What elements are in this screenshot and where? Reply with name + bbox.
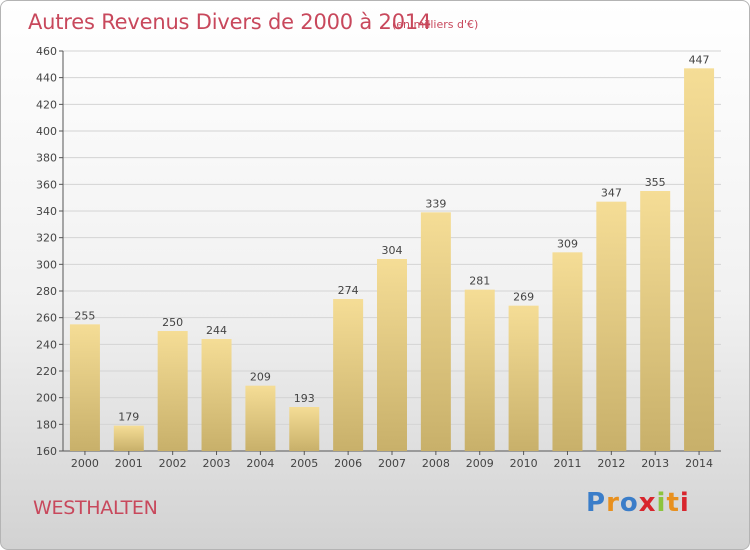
logo-letter: P bbox=[586, 488, 607, 518]
x-tick-label: 2001 bbox=[115, 457, 143, 470]
x-tick-label: 2013 bbox=[641, 457, 669, 470]
data-label: 309 bbox=[557, 237, 578, 250]
x-tick-label: 2014 bbox=[685, 457, 713, 470]
data-label: 269 bbox=[513, 291, 534, 304]
y-tick-label: 280 bbox=[36, 285, 57, 298]
bar-2006 bbox=[333, 299, 364, 451]
bar-2012 bbox=[596, 201, 627, 451]
logo-letter: i bbox=[656, 488, 667, 518]
y-tick-label: 200 bbox=[36, 392, 57, 405]
logo-letter: o bbox=[619, 488, 639, 518]
bar-2007 bbox=[377, 259, 407, 451]
y-tick-label: 360 bbox=[36, 178, 57, 191]
data-label: 347 bbox=[601, 187, 622, 200]
y-tick-label: 420 bbox=[36, 98, 57, 111]
logo-letter: i bbox=[679, 488, 690, 518]
bar-2008 bbox=[420, 212, 451, 451]
data-label: 447 bbox=[689, 53, 710, 66]
bar-2013 bbox=[640, 191, 671, 451]
y-tick-label: 160 bbox=[36, 445, 57, 458]
logo-letter: t bbox=[666, 488, 680, 518]
x-tick-label: 2009 bbox=[466, 457, 494, 470]
x-tick-label: 2007 bbox=[378, 457, 406, 470]
data-label: 255 bbox=[74, 309, 95, 322]
bar-2001 bbox=[113, 425, 144, 451]
y-tick-label: 300 bbox=[36, 258, 57, 271]
logo-letter: x bbox=[638, 488, 657, 518]
data-label: 193 bbox=[294, 392, 315, 405]
x-tick-label: 2003 bbox=[203, 457, 231, 470]
x-tick-label: 2012 bbox=[597, 457, 625, 470]
y-tick-label: 260 bbox=[36, 312, 57, 325]
bar-2002 bbox=[157, 331, 188, 451]
y-tick-label: 240 bbox=[36, 338, 57, 351]
x-tick-label: 2010 bbox=[510, 457, 538, 470]
y-tick-label: 340 bbox=[36, 205, 57, 218]
data-label: 179 bbox=[118, 411, 139, 424]
x-tick-label: 2002 bbox=[159, 457, 187, 470]
x-tick-label: 2004 bbox=[246, 457, 274, 470]
bar-2005 bbox=[289, 407, 320, 451]
y-tick-label: 320 bbox=[36, 232, 57, 245]
data-label: 281 bbox=[469, 275, 490, 288]
bar-2011 bbox=[552, 252, 583, 451]
logo-letter: r bbox=[606, 488, 620, 518]
bar-2014 bbox=[684, 68, 715, 451]
x-tick-label: 2005 bbox=[290, 457, 318, 470]
x-tick-label: 2011 bbox=[553, 457, 581, 470]
bar-2010 bbox=[508, 305, 539, 451]
chart-subtitle: (en milliers d'€) bbox=[392, 18, 479, 31]
y-tick-label: 460 bbox=[36, 45, 57, 58]
y-tick-label: 180 bbox=[36, 418, 57, 431]
proxiti-logo[interactable]: Proxiti bbox=[586, 488, 690, 518]
x-tick-label: 2000 bbox=[71, 457, 99, 470]
data-label: 304 bbox=[382, 244, 403, 257]
y-tick-label: 220 bbox=[36, 365, 57, 378]
chart-title: Autres Revenus Divers de 2000 à 2014 bbox=[28, 10, 432, 34]
bar-2009 bbox=[464, 289, 495, 451]
bar-2003 bbox=[201, 339, 232, 451]
y-tick-label: 440 bbox=[36, 72, 57, 85]
data-label: 244 bbox=[206, 324, 227, 337]
y-tick-label: 380 bbox=[36, 152, 57, 165]
x-tick-label: 2008 bbox=[422, 457, 450, 470]
data-label: 250 bbox=[162, 316, 183, 329]
bar-2000 bbox=[69, 324, 100, 451]
data-label: 274 bbox=[338, 284, 359, 297]
bar-2004 bbox=[245, 385, 276, 451]
data-label: 355 bbox=[645, 176, 666, 189]
commune-name: WESTHALTEN bbox=[33, 497, 158, 519]
data-label: 209 bbox=[250, 371, 271, 384]
y-tick-label: 400 bbox=[36, 125, 57, 138]
x-tick-label: 2006 bbox=[334, 457, 362, 470]
data-label: 339 bbox=[425, 197, 446, 210]
